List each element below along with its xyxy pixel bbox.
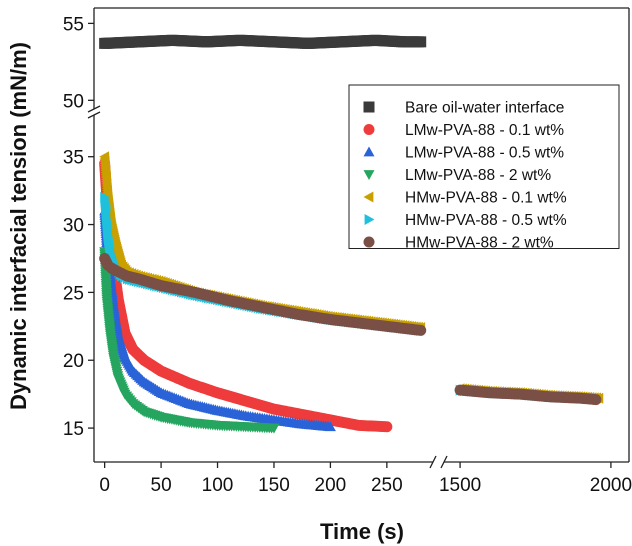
x-tick-label: 100 bbox=[202, 475, 234, 496]
x-tick-label: 150 bbox=[258, 475, 290, 496]
legend-label: LMw-PVA-88 - 0.5 wt% bbox=[405, 145, 564, 162]
y-tick-label: 55 bbox=[63, 14, 84, 35]
legend-marker bbox=[363, 101, 375, 113]
y-tick-label: 30 bbox=[63, 216, 84, 237]
legend-label: HMw-PVA-88 - 0.1 wt% bbox=[405, 190, 567, 207]
y-tick-label: 35 bbox=[63, 148, 84, 169]
y-axis-title: Dynamic interfacial tension (mN/m) bbox=[6, 42, 31, 410]
series-1 bbox=[99, 157, 393, 433]
legend-label: Bare oil-water interface bbox=[405, 100, 564, 117]
legend-marker bbox=[363, 146, 375, 157]
y-break-mark bbox=[87, 105, 101, 113]
legend-marker bbox=[363, 236, 375, 248]
series-6 bbox=[99, 252, 602, 406]
data-point bbox=[381, 421, 393, 433]
y-tick-label: 20 bbox=[63, 351, 84, 372]
chart-marks bbox=[99, 34, 604, 434]
legend-label: HMw-PVA-88 - 2 wt% bbox=[405, 235, 554, 252]
legend-label: LMw-PVA-88 - 0.1 wt% bbox=[405, 122, 564, 139]
data-point bbox=[415, 36, 427, 48]
x-tick-label: 1500 bbox=[439, 475, 481, 496]
data-point bbox=[324, 421, 336, 432]
x-tick-label: 50 bbox=[151, 475, 172, 496]
legend-marker bbox=[363, 170, 375, 180]
legend-marker bbox=[364, 214, 375, 225]
data-point bbox=[268, 423, 280, 434]
y-tick-label: 15 bbox=[63, 419, 84, 440]
legend-label: HMw-PVA-88 - 0.5 wt% bbox=[405, 212, 567, 229]
x-tick-label: 2000 bbox=[590, 475, 632, 496]
data-point bbox=[415, 324, 427, 336]
x-break-mark bbox=[429, 455, 437, 469]
data-point bbox=[590, 394, 602, 406]
y-tick-label: 25 bbox=[63, 283, 84, 304]
x-tick-label: 0 bbox=[99, 475, 110, 496]
x-tick-label: 200 bbox=[315, 475, 347, 496]
legend-marker bbox=[363, 191, 374, 203]
legend-marker bbox=[363, 124, 375, 135]
legend-frame bbox=[348, 84, 620, 249]
x-axis-title: Time (s) bbox=[320, 519, 404, 544]
y-tick-label: 50 bbox=[63, 91, 84, 112]
x-break-mark bbox=[440, 455, 448, 469]
chart-axes: 15 20 25 30 35 50 55 0 50 100 150 200 250 1500 2000 bbox=[63, 7, 632, 496]
legend-label: LMw-PVA-88 - 2 wt% bbox=[405, 167, 551, 184]
chart-legend: Bare oil-water interface LMw-PVA-88 - 0.1… bbox=[348, 84, 620, 252]
series-0 bbox=[99, 34, 427, 49]
y-break-mark bbox=[87, 111, 101, 119]
x-tick-label: 250 bbox=[371, 475, 403, 496]
